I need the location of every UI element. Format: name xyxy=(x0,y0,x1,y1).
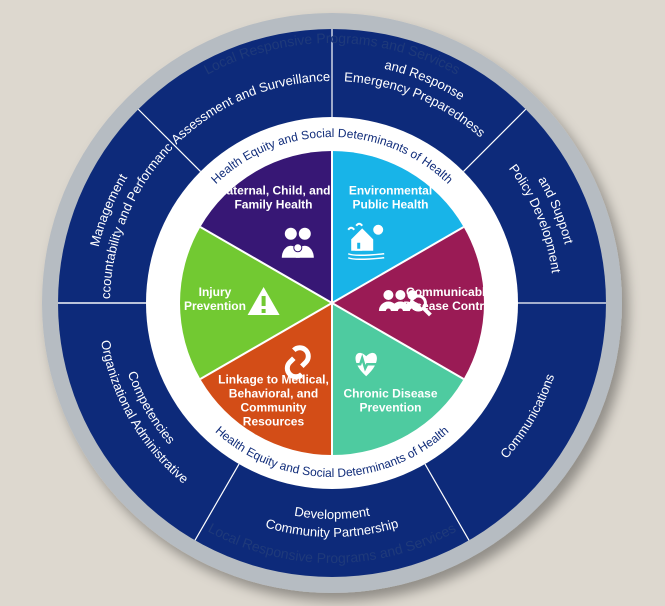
slice-label-chronic-l2: Prevention xyxy=(360,400,422,414)
public-health-wheel: Local Responsive Programs and Services L… xyxy=(0,0,665,606)
slice-label-injury-l1: Injury xyxy=(199,285,232,299)
slice-label-linkage-l1: Linkage to Medical, xyxy=(218,372,329,386)
slice-label-comm-l1: Communicable xyxy=(406,285,492,299)
slice-label-env-l1: Environmental xyxy=(349,184,432,198)
slice-label-injury-l2: Prevention xyxy=(184,299,246,313)
slice-label-linkage-l3: Community xyxy=(240,400,306,414)
slice-label-mcf-l2: Family Health xyxy=(234,198,312,212)
slice-label-linkage-l4: Resources xyxy=(243,414,305,428)
slice-label-comm-l2: Disease Control xyxy=(403,299,494,313)
slice-label-mcf-l1: Maternal, Child, and xyxy=(216,184,330,198)
slice-label-linkage-l2: Behavioral, and xyxy=(229,386,318,400)
slice-label-env-l2: Public Health xyxy=(353,198,429,212)
wheel-svg: Local Responsive Programs and Services L… xyxy=(0,0,665,606)
slice-label-chronic-l1: Chronic Disease xyxy=(343,386,437,400)
